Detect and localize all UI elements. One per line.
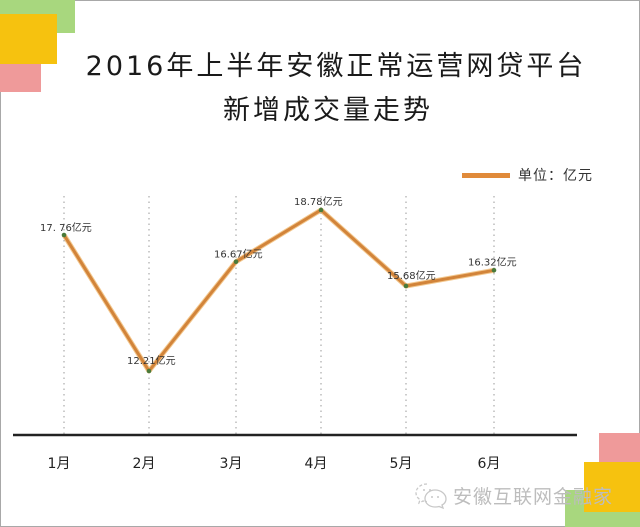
legend-line-swatch: [462, 172, 510, 178]
chart-title-line2: 新增成交量走势: [223, 95, 433, 126]
x-axis-label: 5月: [390, 456, 413, 472]
data-point: [146, 368, 152, 374]
data-point: [61, 232, 67, 238]
data-label: 18.78亿元: [294, 195, 343, 208]
x-axis-label: 1月: [48, 456, 71, 472]
data-point: [318, 207, 324, 213]
vertical-gridlines: [63, 196, 495, 435]
data-label: 16.67亿元: [214, 248, 263, 261]
corner-block-pink-top: [0, 64, 41, 92]
series-line: [62, 208, 495, 373]
x-axis-label: 6月: [478, 456, 501, 472]
x-axis-label: 2月: [133, 456, 156, 472]
watermark-text: 安徽互联网金融家: [453, 485, 614, 508]
watermark: 安徽互联网金融家: [415, 480, 613, 510]
data-point: [233, 259, 239, 265]
legend: 单位：亿元: [462, 165, 593, 185]
data-point: [491, 267, 497, 273]
data-label: 17. 76亿元: [40, 221, 92, 234]
x-axis-label: 3月: [220, 456, 243, 472]
data-markers: [61, 207, 497, 374]
corner-block-pink-bottom: [599, 433, 640, 463]
data-label: 12.21亿元: [127, 354, 176, 367]
data-labels: 17. 76亿元 12.21亿元 16.67亿元 18.78亿元 15.68亿元 16.3…: [40, 195, 517, 367]
x-axis-labels: 1月 2月 3月 4月 5月 6月: [48, 456, 501, 472]
data-label: 16.32亿元: [468, 255, 517, 268]
wechat-icon: [415, 483, 447, 510]
corner-block-yellow-bottom: [584, 462, 640, 512]
data-label: 15.68亿元: [387, 269, 436, 282]
legend-label: 单位：亿元: [518, 168, 593, 184]
data-point: [403, 283, 409, 289]
chart-title-line1: 2016年上半年安徽正常运营网贷平台: [85, 51, 587, 82]
corner-block-yellow-top: [0, 14, 57, 64]
x-axis-label: 4月: [305, 456, 328, 472]
